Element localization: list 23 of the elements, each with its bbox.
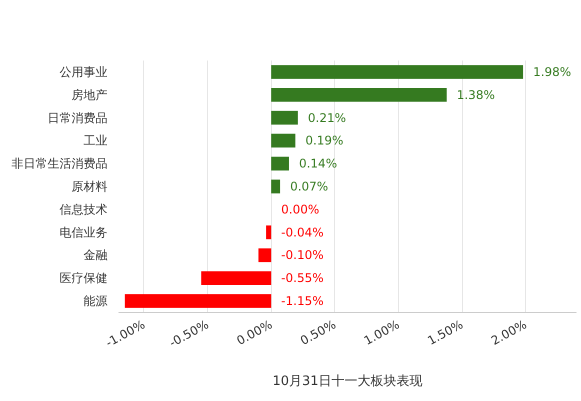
data-label: 0.14%	[298, 156, 338, 171]
data-label: -0.04%	[281, 225, 324, 240]
y-tick-label: 金融	[84, 248, 108, 262]
data-label: 0.07%	[290, 180, 328, 194]
y-tick-label: 原材料	[72, 180, 108, 194]
text: 10月31日十一大板块表现	[272, 374, 423, 389]
data-label: -1.15%	[281, 294, 324, 308]
y-tick-label: 非日常生活消费品	[12, 156, 108, 171]
y-tick-label: 信息技术	[60, 202, 108, 216]
y-tick-label: 电信业务	[60, 225, 108, 240]
y-tick-label: 日常消费品	[48, 110, 108, 125]
data-label: -0.55%	[281, 271, 324, 286]
data-label: 1.38%	[456, 88, 495, 102]
data-label: 0.19%	[305, 134, 344, 148]
y-tick-label: 能源	[84, 294, 108, 308]
y-tick-label: 工业	[84, 134, 108, 148]
y-tick-label: 房地产	[72, 88, 108, 102]
y-tick-label: 公用事业	[60, 64, 108, 79]
data-label: 1.98%	[533, 64, 572, 79]
data-label: 0.00%	[281, 202, 320, 216]
data-label: 0.21%	[308, 110, 346, 125]
y-tick-label: 医疗保健	[60, 271, 108, 286]
data-label: -0.10%	[281, 248, 324, 262]
